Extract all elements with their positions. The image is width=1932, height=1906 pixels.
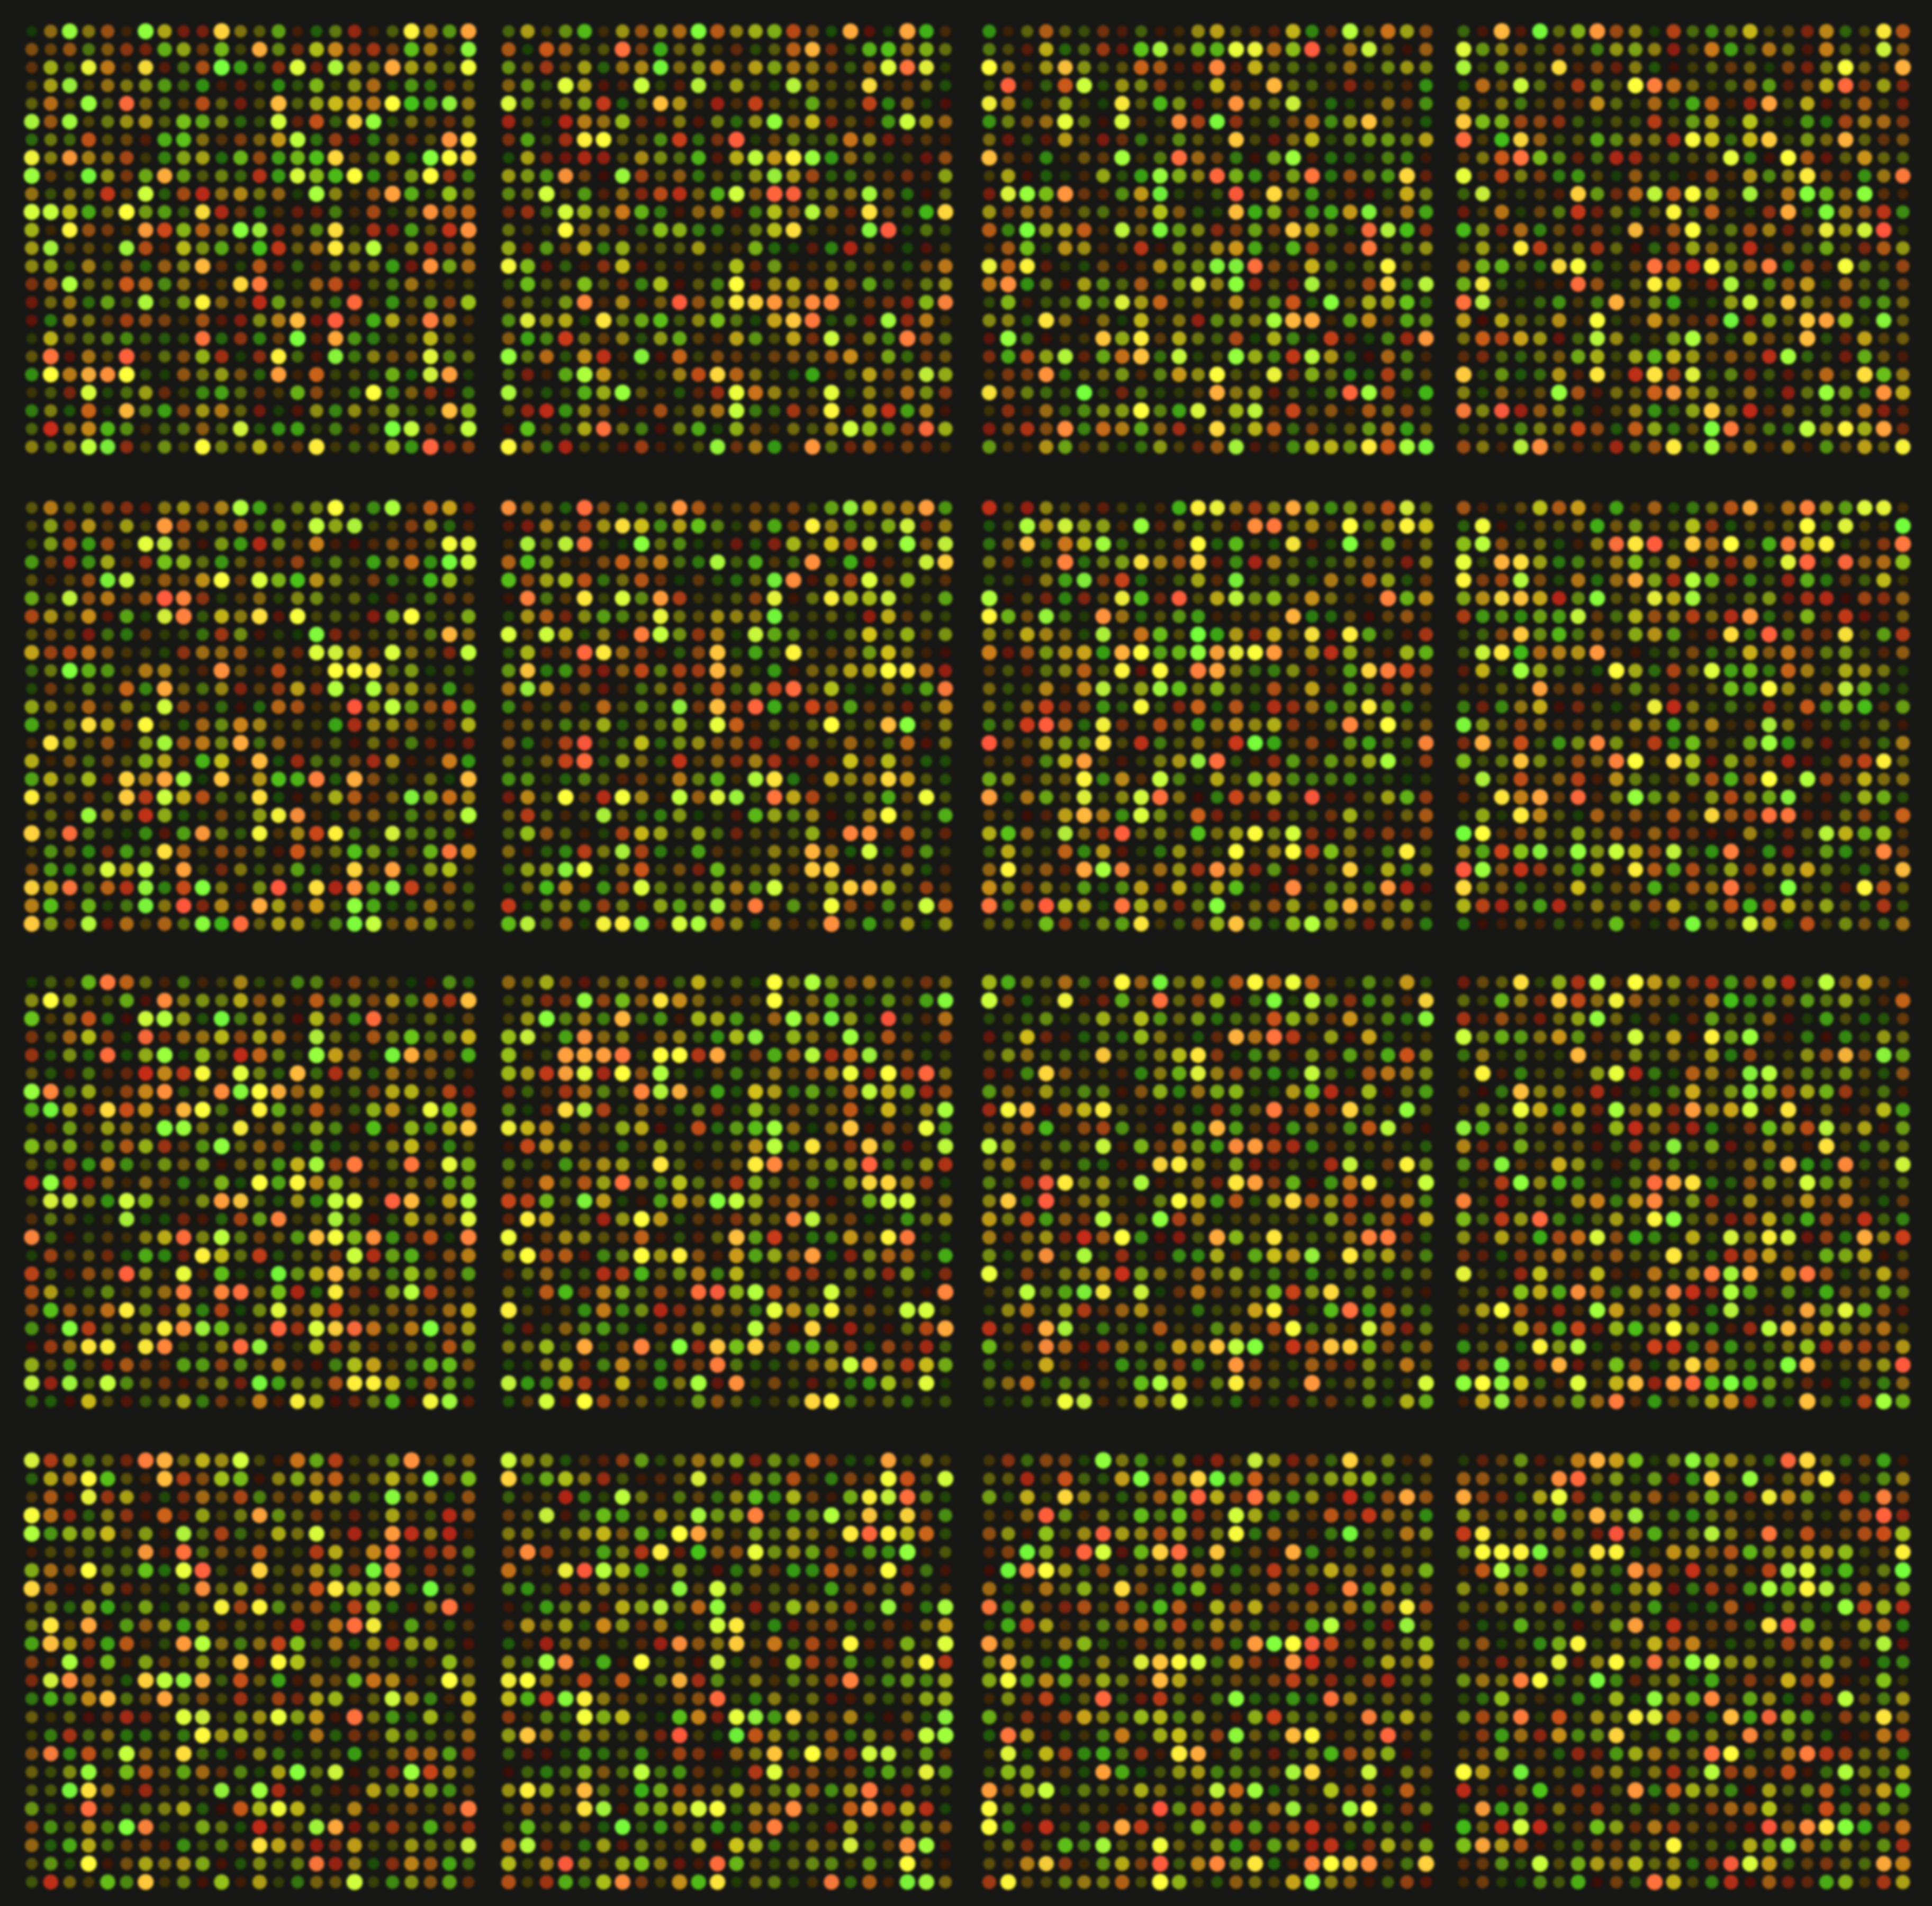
spot-block	[22, 499, 478, 933]
spot-grid	[499, 1451, 955, 1891]
spot-block	[22, 22, 478, 456]
spot-block	[1454, 1451, 1912, 1891]
spot-grid	[1454, 499, 1912, 933]
spot-grid	[22, 973, 478, 1410]
spot-block	[1454, 22, 1912, 456]
spot-grid	[980, 499, 1436, 933]
spot-grid	[499, 973, 955, 1410]
spot-block	[22, 1451, 478, 1891]
spot-grid	[1454, 973, 1912, 1410]
spot-block	[980, 1451, 1436, 1891]
spot-grid	[22, 499, 478, 933]
spot-block	[499, 1451, 955, 1891]
spot-block	[499, 973, 955, 1410]
spot-block	[22, 973, 478, 1410]
spot-block	[980, 973, 1436, 1410]
spot-grid	[22, 1451, 478, 1891]
spot-block	[980, 499, 1436, 933]
spot-grid	[980, 22, 1436, 456]
spot-grid	[499, 22, 955, 456]
spot-grid	[980, 1451, 1436, 1891]
spot-grid	[1454, 1451, 1912, 1891]
spot-block	[499, 499, 955, 933]
spot-block	[1454, 973, 1912, 1410]
spot-grid	[1454, 22, 1912, 456]
spot-block	[1454, 499, 1912, 933]
spot-grid	[22, 22, 478, 456]
spot-block	[499, 22, 955, 456]
spot-grid	[499, 499, 955, 933]
spot-grid	[980, 973, 1436, 1410]
spot-block	[980, 22, 1436, 456]
